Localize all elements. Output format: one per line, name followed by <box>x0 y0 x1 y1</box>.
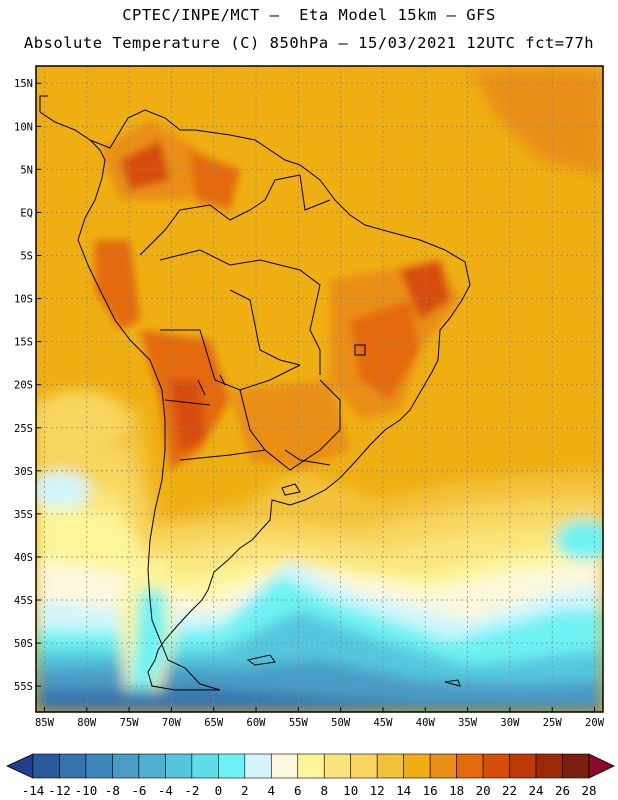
lat-tick-label: 5S <box>20 250 33 262</box>
colorbar-box <box>32 753 60 779</box>
lat-tick-label: 30S <box>14 466 33 478</box>
colorbar-box <box>112 753 140 779</box>
colorbar-label: 18 <box>449 783 464 798</box>
lat-tick-label: 45S <box>14 595 33 607</box>
colorbar-box <box>376 753 404 779</box>
lat-tick-label: 5N <box>20 164 33 176</box>
lon-tick-label: 70W <box>162 717 182 729</box>
colorbar-box <box>403 753 431 779</box>
lon-tick-label: 80W <box>77 717 97 729</box>
colorbar-label: -10 <box>75 783 98 798</box>
lat-tick-label: 20S <box>14 380 33 392</box>
colorbar-label: 0 <box>215 783 223 798</box>
colorbar-box <box>562 753 590 779</box>
colorbar-label: -4 <box>158 783 173 798</box>
coastlines-and-borders <box>39 95 471 691</box>
colorbar-label: 12 <box>370 783 385 798</box>
temperature-field <box>36 66 603 712</box>
colorbar-label: -2 <box>184 783 199 798</box>
colorbar-box <box>191 753 219 779</box>
colorbar-label: -12 <box>48 783 71 798</box>
colorbar-box <box>270 753 299 779</box>
lon-tick-label: 65W <box>204 717 224 729</box>
colorbar-label: -6 <box>131 783 146 798</box>
colorbar-box <box>535 753 563 779</box>
colorbar-box <box>138 753 166 779</box>
colorbar-label: 10 <box>343 783 358 798</box>
lat-tick-label: 50S <box>14 638 33 650</box>
lat-tick-label: 10N <box>14 121 33 133</box>
colorbar-arrow-high <box>588 753 615 779</box>
colorbar-box <box>297 753 325 779</box>
colorbar-label: 26 <box>555 783 570 798</box>
lon-tick-label: 40W <box>416 717 436 729</box>
latitude-axis: 15N 10N 5N EQ 5S 10S 15S 20S 25S 30S 35S 40S 45S 50S 5… <box>14 78 41 693</box>
colorbar: -14 -12 -10 -8 -6 -4 -2 0 2 4 6 8 10 12 14 16 18 20 22 24 26… <box>6 753 615 798</box>
lon-tick-label: 50W <box>331 717 351 729</box>
colorbar-arrow-low <box>6 753 34 779</box>
lat-tick-label: 55S <box>14 681 33 693</box>
longitude-axis: 85W 80W 75W 70W 65W 60W 55W 50W 45W 40W 35W 30W 25W 2… <box>35 707 605 729</box>
lon-tick-label: 85W <box>35 717 55 729</box>
colorbar-label: 16 <box>423 783 438 798</box>
colorbar-box <box>244 753 272 779</box>
colorbar-box <box>218 753 246 779</box>
colorbar-box <box>429 753 457 779</box>
lat-tick-label: 25S <box>14 423 33 435</box>
colorbar-label: 14 <box>396 783 411 798</box>
lon-tick-label: 45W <box>373 717 393 729</box>
lat-tick-label: 35S <box>14 509 33 521</box>
colorbar-label: 4 <box>268 783 276 798</box>
lon-tick-label: 35W <box>458 717 478 729</box>
colorbar-box <box>482 753 510 779</box>
colorbar-box <box>85 753 113 779</box>
map-title-line-1: CPTEC/INPE/MCT – Eta Model 15km – GFS <box>122 6 496 24</box>
map-frame <box>35 65 604 713</box>
lon-tick-label: 55W <box>289 717 309 729</box>
colorbar-label: -8 <box>105 783 120 798</box>
colorbar-label: -14 <box>22 783 45 798</box>
lat-tick-label: 15N <box>14 78 33 90</box>
colorbar-label: 22 <box>502 783 517 798</box>
colorbar-label: 24 <box>529 783 544 798</box>
colorbar-box <box>456 753 484 779</box>
lat-tick-label: 10S <box>14 294 33 306</box>
colorbar-box <box>509 753 537 779</box>
colorbar-box <box>59 753 87 779</box>
colorbar-box <box>165 753 193 779</box>
colorbar-label: 6 <box>294 783 302 798</box>
colorbar-label: 20 <box>476 783 491 798</box>
colorbar-box <box>323 753 352 779</box>
colorbar-box <box>350 753 378 779</box>
lon-tick-label: 75W <box>120 717 140 729</box>
colorbar-label: 28 <box>581 783 596 798</box>
lat-tick-label: 40S <box>14 552 33 564</box>
map-title-line-2: Absolute Temperature (C) 850hPa – 15/03/… <box>23 34 595 52</box>
lon-tick-label: 30W <box>500 717 520 729</box>
lon-tick-label: 20W <box>585 717 605 729</box>
lon-tick-label: 60W <box>247 717 267 729</box>
lon-tick-label: 25W <box>543 717 563 729</box>
colorbar-label: 8 <box>320 783 328 798</box>
lat-tick-label: EQ <box>20 207 33 219</box>
lat-tick-label: 15S <box>14 337 33 349</box>
colorbar-label: 2 <box>241 783 249 798</box>
